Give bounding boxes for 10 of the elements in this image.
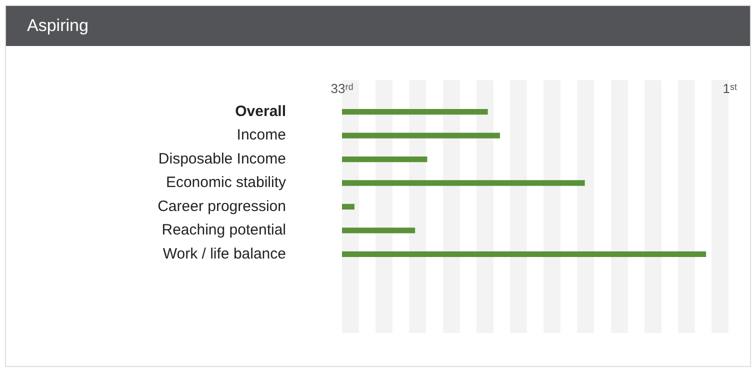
x-tick-label: 1ˢᵗ [722, 80, 738, 96]
y-tick-label: Disposable Income [158, 150, 286, 168]
y-tick-label: Work / life balance [162, 245, 286, 262]
y-tick-label: Overall [235, 103, 286, 120]
text: Aspiring [27, 16, 88, 35]
y-tick-label: Reaching potential [162, 222, 286, 239]
y-tick-label: Income [236, 126, 286, 144]
y-tick-label: Economic stability [166, 174, 286, 192]
x-tick-label: 33ʳᵈ [330, 80, 354, 96]
y-tick-label: Career progression [158, 198, 286, 215]
